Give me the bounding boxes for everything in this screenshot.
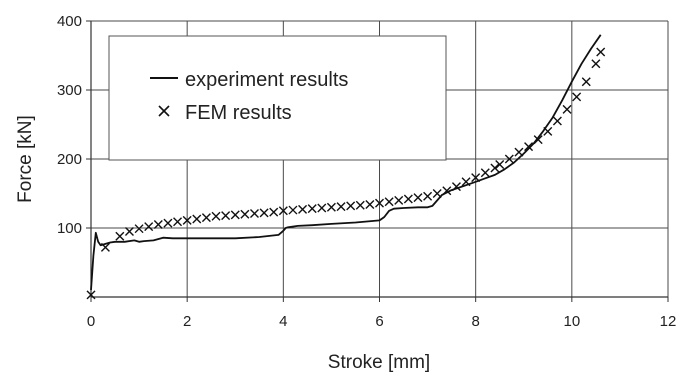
axes (86, 20, 669, 302)
fem-results-point (173, 217, 183, 227)
fem-results-point (562, 104, 572, 114)
x-tick-label-0: 0 (87, 313, 95, 330)
fem-results-point (144, 222, 154, 232)
fem-results-point (182, 215, 192, 225)
fem-results-point (442, 186, 452, 196)
fem-results-point (124, 226, 134, 236)
fem-results-point (533, 135, 543, 145)
fem-results-point (288, 205, 298, 215)
fem-results-point (326, 202, 336, 212)
x-tick-label-8: 8 (471, 313, 479, 330)
y-tick-label-300: 300 (57, 82, 82, 99)
y-tick-label-200: 200 (57, 151, 82, 168)
fem-results-point (375, 198, 384, 208)
fem-results-point (221, 211, 231, 221)
legend: experiment results FEM results (108, 35, 447, 161)
fem-results-point (514, 147, 524, 157)
y-tick-label-100: 100 (57, 220, 82, 237)
x-tick-label-10: 10 (563, 313, 580, 330)
x-tick-label-6: 6 (375, 313, 383, 330)
fem-results-point (355, 200, 365, 210)
fem-results-point (249, 209, 259, 219)
fem-results-point (490, 163, 500, 173)
fem-results-point (403, 194, 413, 204)
fem-results-point (230, 210, 240, 220)
legend-box (108, 35, 447, 161)
fem-results-point (307, 204, 317, 214)
fem-results-point (524, 142, 534, 152)
fem-results-point (451, 182, 461, 192)
experiment-results-line (90, 34, 602, 291)
legend-x-symbol (158, 105, 170, 117)
fem-results-point (365, 200, 375, 210)
fem-results-point (211, 211, 221, 221)
fem-results-point (596, 47, 606, 57)
fem-results-point (163, 218, 173, 228)
fem-results-point (269, 207, 279, 217)
fem-results-point (278, 206, 288, 216)
fem-results-point (100, 242, 110, 252)
fem-results-point (346, 201, 356, 211)
fem-results-point (259, 208, 269, 218)
fem-results-point (394, 195, 404, 205)
legend-label-fem: FEM results (185, 102, 292, 124)
fem-results-point (240, 209, 250, 219)
y-tick-label-400: 400 (57, 13, 82, 30)
x-tick-label-12: 12 (660, 313, 677, 330)
x-axis-title: Stroke [mm] (328, 352, 430, 373)
fem-results-point (201, 213, 211, 223)
x-tick-label-4: 4 (279, 313, 287, 330)
fem-results-point (591, 59, 601, 69)
legend-label-experiment: experiment results (185, 69, 348, 91)
fem-results-point (552, 116, 562, 126)
fem-results-point (298, 204, 308, 214)
tick-labels: 0 2 4 6 8 10 12 100 200 300 400 (57, 13, 676, 330)
y-axis-title: Force [kN] (15, 115, 36, 203)
fem-results-point (423, 191, 433, 201)
fem-results-point (86, 290, 96, 300)
fem-results-point (471, 173, 481, 183)
experiment-results-line-group (90, 34, 602, 291)
fem-results-point (413, 193, 423, 203)
fem-results-point (317, 203, 327, 213)
fem-results-point (134, 224, 144, 234)
fem-results-point (432, 189, 442, 198)
fem-results-marker-group (86, 47, 606, 300)
fem-results-point (384, 197, 394, 207)
fem-results-point (153, 220, 163, 230)
fem-results-point (504, 154, 514, 164)
fem-results-point (581, 77, 591, 87)
x-tick-label-2: 2 (183, 313, 191, 330)
fem-results-point (543, 126, 553, 136)
fem-results-point (572, 92, 582, 102)
fem-results-point (192, 214, 202, 224)
fem-results-point (461, 177, 471, 187)
fem-results-point (336, 202, 346, 212)
fem-results-point (480, 168, 490, 178)
fem-results-point (495, 160, 505, 170)
fem-results-point (115, 231, 125, 241)
